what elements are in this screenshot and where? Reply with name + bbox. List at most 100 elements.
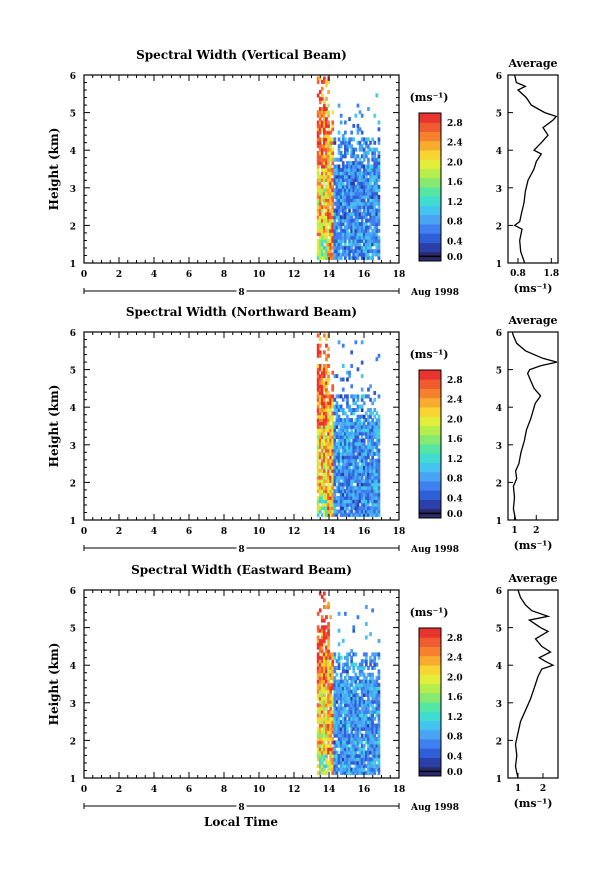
heatmap-cell — [371, 499, 374, 504]
heatmap-cell — [329, 154, 332, 159]
heatmap-cell — [318, 428, 322, 433]
heatmap-cell — [316, 757, 320, 762]
heatmap-cell — [352, 232, 356, 237]
heatmap-cell — [341, 167, 345, 172]
heatmap-cell — [344, 130, 347, 135]
heatmap-cell — [344, 747, 347, 752]
heatmap-cell — [375, 424, 379, 429]
heatmap-cell — [344, 441, 347, 446]
heatmap-cell — [325, 336, 328, 341]
heatmap-cell — [369, 506, 372, 511]
heatmap-cell — [358, 737, 362, 741]
heatmap-cell — [356, 130, 360, 135]
heatmap-cell — [367, 255, 370, 260]
heatmap-cell — [323, 147, 326, 152]
heatmap-cell — [339, 750, 343, 755]
heatmap-cell — [325, 184, 328, 189]
heatmap-cell — [316, 380, 320, 385]
heatmap-cell — [346, 421, 349, 426]
heatmap-cell — [320, 222, 324, 226]
heatmap-cell — [331, 750, 335, 755]
heatmap-cell — [325, 472, 328, 477]
heatmap-cell — [341, 743, 345, 748]
heatmap-cell — [346, 188, 349, 193]
heatmap-cell — [365, 502, 368, 507]
heatmap-cell — [341, 201, 345, 206]
heatmap-cell — [367, 198, 370, 203]
heatmap-cell — [373, 205, 377, 210]
heatmap-cell — [360, 767, 364, 772]
heatmap-cell — [346, 760, 349, 765]
heatmap-cell — [373, 218, 377, 223]
heatmap-cell — [367, 414, 370, 419]
heatmap-cell — [318, 238, 322, 243]
heatmap-cell — [341, 181, 345, 186]
heatmap-cell — [339, 489, 343, 494]
x-tick-label: 0 — [81, 270, 87, 280]
heatmap-cell — [367, 502, 370, 507]
heatmap-cell — [348, 435, 351, 439]
heatmap-cell — [354, 462, 358, 467]
heatmap-cell — [318, 421, 322, 426]
heatmap-cell — [320, 682, 324, 687]
heatmap-cell — [329, 676, 332, 681]
heatmap-cell — [323, 502, 326, 507]
heatmap-cell — [346, 723, 349, 728]
heatmap-cell — [316, 611, 320, 616]
heatmap-cell — [337, 451, 341, 456]
heatmap-cell — [344, 238, 347, 243]
heatmap-cell — [341, 764, 345, 769]
heatmap-cell — [371, 232, 374, 237]
heatmap-cell — [352, 706, 356, 711]
heatmap-cell — [358, 194, 362, 199]
heatmap-cell — [369, 222, 372, 226]
heatmap-cell — [339, 377, 343, 382]
heatmap-cell — [377, 709, 381, 714]
heatmap-cell — [323, 79, 326, 84]
heatmap-cell — [337, 222, 341, 226]
heatmap-cell — [316, 506, 320, 511]
heatmap-cell — [369, 489, 372, 494]
heatmap-cell — [323, 499, 326, 504]
heatmap-cell — [375, 228, 379, 233]
heatmap-cell — [329, 666, 332, 670]
heatmap-cell — [352, 249, 356, 254]
heatmap-cell — [337, 201, 341, 206]
heatmap-cell — [373, 757, 377, 762]
heatmap-cell — [367, 509, 370, 514]
heatmap-cell — [346, 726, 349, 731]
heatmap-cell — [348, 208, 351, 213]
heatmap-cell — [331, 428, 335, 433]
heatmap-cell — [325, 137, 328, 142]
heatmap-cell — [325, 652, 328, 657]
heatmap-cell — [377, 242, 381, 247]
heatmap-cell — [354, 468, 358, 473]
heatmap-cell — [371, 137, 374, 142]
heatmap-cell — [354, 238, 358, 243]
heatmap-cell — [346, 222, 349, 226]
colorbar-tick-label: 0.8 — [447, 218, 463, 228]
heatmap-cell — [316, 479, 320, 483]
heatmap-cell — [373, 462, 377, 467]
heatmap-cell — [331, 492, 335, 497]
heatmap-cell — [350, 198, 353, 203]
heatmap-cell — [316, 696, 320, 701]
heatmap-cell — [348, 760, 351, 765]
heatmap-cell — [318, 414, 322, 419]
heatmap-cell — [352, 737, 356, 741]
heatmap-cell — [373, 699, 377, 704]
heatmap-cell — [356, 706, 360, 711]
average-y-tick-label: 3 — [496, 700, 502, 710]
heatmap-cell — [318, 194, 322, 199]
heatmap-cell — [325, 380, 328, 385]
heatmap-cell — [333, 753, 337, 758]
heatmap-cell — [327, 652, 330, 657]
heatmap-cell — [350, 215, 353, 220]
heatmap-cell — [356, 499, 360, 504]
heatmap-cell — [316, 468, 320, 473]
heatmap-cell — [356, 512, 360, 517]
heatmap-cell — [316, 347, 320, 351]
heatmap-cell — [320, 499, 324, 504]
heatmap-cell — [316, 120, 320, 125]
heatmap-cell — [373, 655, 377, 660]
